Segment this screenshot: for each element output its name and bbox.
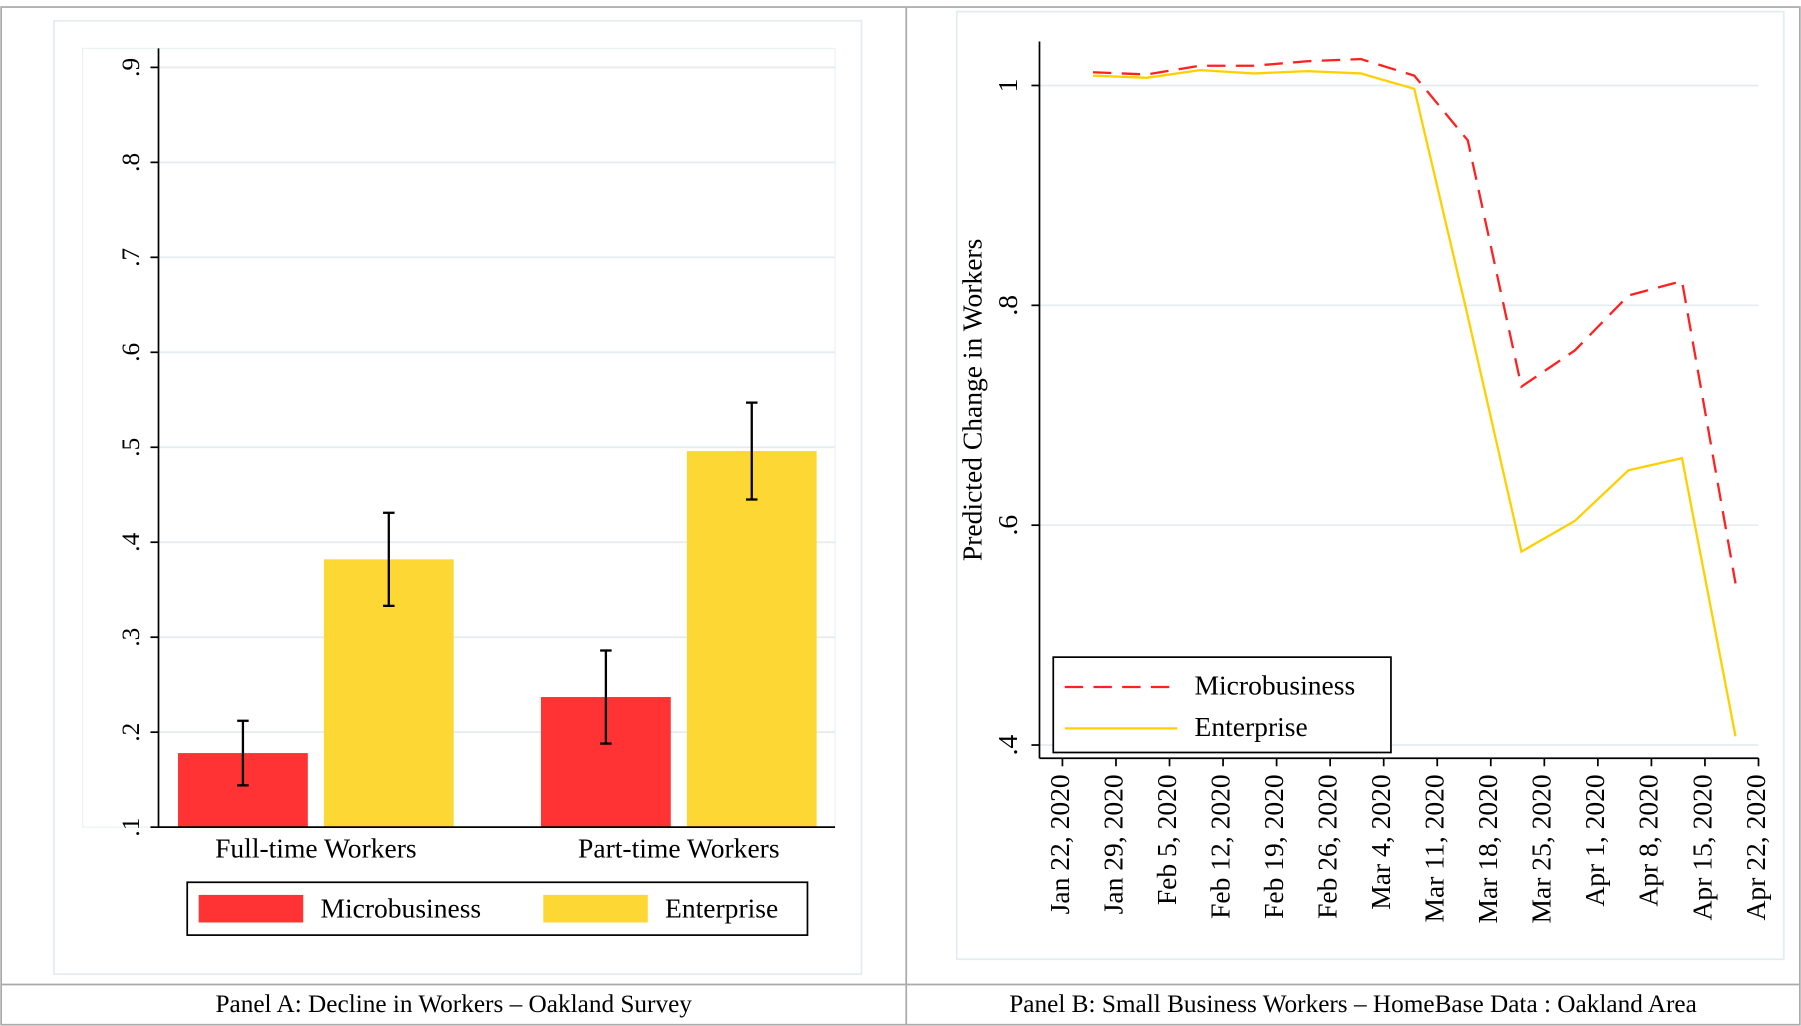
legend-label: Enterprise <box>1195 711 1308 742</box>
error-bar <box>237 719 249 787</box>
x-tick-label: Jan 29, 2020 <box>1097 774 1128 914</box>
y-tick-label: .3 <box>117 628 145 647</box>
y-tick-label: .8 <box>117 153 145 172</box>
x-tick-label: Feb 5, 2020 <box>1151 774 1182 905</box>
x-tick-label: Apr 8, 2020 <box>1633 774 1664 906</box>
legend-label: Enterprise <box>665 892 778 923</box>
x-tick-label: Apr 1, 2020 <box>1579 774 1610 906</box>
y-tick-label: .6 <box>992 515 1023 536</box>
y-tick-label: .5 <box>117 438 145 457</box>
line <box>1092 57 1737 584</box>
y-tick-label: .2 <box>117 723 145 742</box>
panel-caption: Panel B: Small Business Workers – HomeBa… <box>1009 990 1697 1018</box>
line <box>1092 68 1737 737</box>
y-tick-label: .4 <box>992 734 1023 755</box>
y-tick-label: .8 <box>992 295 1023 316</box>
legend-label: Microbusiness <box>1195 669 1356 700</box>
error-bar <box>600 649 612 745</box>
y-tick-label: .4 <box>117 532 145 551</box>
x-tick-label: Mar 4, 2020 <box>1365 774 1396 909</box>
x-tick-label: Apr 15, 2020 <box>1686 774 1717 920</box>
x-tick-label: Mar 18, 2020 <box>1472 774 1503 923</box>
table-border <box>0 6 1801 1026</box>
y-axis-title: Predicted Change in Workers <box>956 239 987 561</box>
y-tick-label: .1 <box>117 818 145 837</box>
x-tick-label: Feb 12, 2020 <box>1204 774 1235 919</box>
x-tick-label: Jan 22, 2020 <box>1044 774 1075 914</box>
y-tick-label: .7 <box>117 248 145 267</box>
legend-swatch <box>543 894 648 923</box>
y-tick-label: .9 <box>117 58 145 77</box>
y-tick-label: 1 <box>992 79 1023 93</box>
legend-swatch <box>198 894 304 923</box>
legend-label: Microbusiness <box>320 892 481 923</box>
x-tick-label: Feb 26, 2020 <box>1311 774 1342 919</box>
error-bar <box>383 511 395 608</box>
x-tick-label: Mar 11, 2020 <box>1419 774 1450 922</box>
x-tick-label: Full-time Workers <box>215 833 417 864</box>
x-tick-label: Part-time Workers <box>578 833 780 864</box>
chart-frame <box>955 10 1785 961</box>
x-tick-label: Apr 22, 2020 <box>1740 774 1771 920</box>
panel-caption: Panel A: Decline in Workers – Oakland Su… <box>215 990 692 1018</box>
bar <box>686 451 817 828</box>
y-tick-label: .6 <box>117 343 145 362</box>
x-tick-label: Mar 25, 2020 <box>1526 774 1557 923</box>
legend-box <box>1052 656 1392 754</box>
error-bar <box>746 401 758 501</box>
x-tick-label: Feb 19, 2020 <box>1258 774 1289 919</box>
